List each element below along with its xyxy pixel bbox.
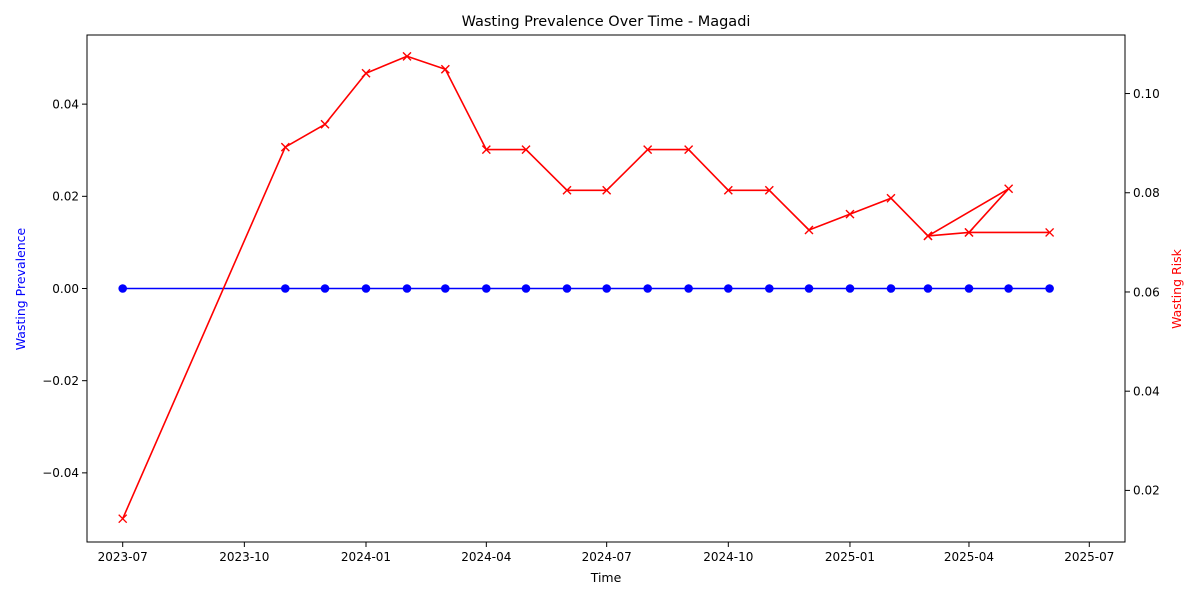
y-axis-right-label: Wasting Risk xyxy=(1169,248,1184,329)
y-right-tick-label: 0.08 xyxy=(1133,186,1160,200)
plot-area xyxy=(118,51,1055,524)
y-left-tick-label: −0.02 xyxy=(42,374,79,388)
x-tick-label: 2025-01 xyxy=(825,550,875,564)
x-tick-label: 2024-01 xyxy=(341,550,391,564)
x-tick-label: 2025-07 xyxy=(1064,550,1114,564)
series-0-point xyxy=(886,284,896,293)
series-0-point xyxy=(643,284,652,293)
series-0-point xyxy=(402,284,412,293)
series-1-point xyxy=(886,193,896,203)
series-0-point xyxy=(1004,284,1013,293)
series-1-point xyxy=(440,64,450,74)
series-0-point xyxy=(964,284,974,293)
y-right-tick-label: 0.06 xyxy=(1133,285,1160,299)
series-1-point xyxy=(845,209,855,219)
series-0-point xyxy=(923,284,933,293)
series-1-point xyxy=(723,185,733,195)
series-1-point xyxy=(320,119,330,129)
series-1-point xyxy=(402,51,412,61)
x-tick-label: 2023-07 xyxy=(98,550,148,564)
x-axis-label: Time xyxy=(590,570,622,585)
series-0-point xyxy=(765,284,774,293)
x-tick-label: 2024-10 xyxy=(703,550,753,564)
series-0-point xyxy=(804,284,814,293)
y-left-tick-label: 0.00 xyxy=(52,282,79,296)
series-1-point xyxy=(280,142,290,152)
series-1-point xyxy=(804,225,814,235)
series-1-point xyxy=(481,145,491,155)
series-1-point xyxy=(1045,227,1055,237)
series-0-point xyxy=(361,284,371,293)
series-0-point xyxy=(845,284,855,293)
series-0-point xyxy=(118,284,127,293)
series-1-point xyxy=(361,68,371,78)
chart-title: Wasting Prevalence Over Time - Magadi xyxy=(462,14,751,30)
x-tick-label: 2025-04 xyxy=(944,550,994,564)
y-axis-left-label: Wasting Prevalence xyxy=(13,227,28,350)
series-0-point xyxy=(684,284,693,293)
series-1-point xyxy=(118,514,128,524)
series-1-point xyxy=(1004,184,1014,194)
y-left-tick-label: −0.04 xyxy=(42,466,79,480)
x-tick-label: 2023-10 xyxy=(219,550,269,564)
series-0-point xyxy=(320,284,330,293)
y-left-tick-label: 0.04 xyxy=(52,97,79,111)
series-0-point xyxy=(441,284,450,293)
x-tick-label: 2024-04 xyxy=(461,550,511,564)
series-0-point xyxy=(724,284,733,293)
series-0-point xyxy=(482,284,491,293)
y-right-tick-label: 0.02 xyxy=(1133,484,1160,498)
y-right-tick-label: 0.10 xyxy=(1133,87,1160,101)
series-0-point xyxy=(602,284,611,293)
series-0-point xyxy=(1045,284,1054,293)
series-1-point xyxy=(643,145,653,155)
y-right-tick-label: 0.04 xyxy=(1133,384,1160,398)
series-1-point xyxy=(684,145,694,155)
series-0-point xyxy=(281,284,290,293)
axes: 2023-07 2023-10 2024-01 2024-04 2024-07 2024-… xyxy=(42,34,1160,564)
series-0-point xyxy=(521,284,531,293)
x-tick-label: 2024-07 xyxy=(582,550,632,564)
series-1-point xyxy=(764,185,774,195)
series-1-point xyxy=(521,145,531,155)
series-line-1 xyxy=(121,55,1050,520)
y-left-tick-label: 0.02 xyxy=(52,190,79,204)
series-1-point xyxy=(602,185,612,195)
series-0-point xyxy=(562,284,572,293)
series-1-point xyxy=(923,231,933,241)
series-1-point xyxy=(562,185,572,195)
series-1-point xyxy=(964,227,974,237)
